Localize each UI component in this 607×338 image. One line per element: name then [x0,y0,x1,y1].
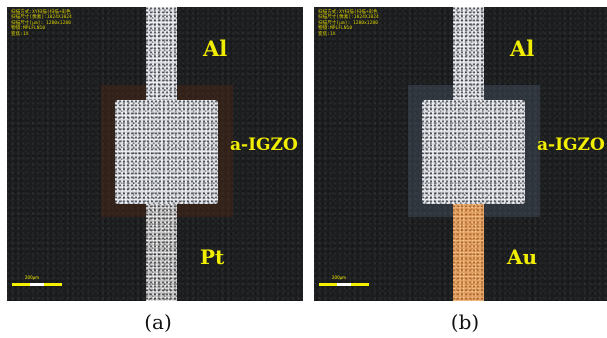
bottom-electrode-line [453,201,484,301]
microscope-metadata: 扫描方式:XY扫描(扫描+彩色 扫描尺寸[像素]:1024X1024 扫描尺寸[… [318,10,379,37]
scale-bar [12,283,62,286]
top-electrode-line [453,7,484,103]
label-bottom-electrode: Pt [200,245,225,269]
label-bottom-electrode: Au [507,245,538,269]
bottom-electrode-line [146,201,177,301]
micrograph-panel-b: 扫描方式:XY扫描(扫描+彩色 扫描尺寸[像素]:1024X1024 扫描尺寸[… [314,7,607,301]
microscope-metadata: 扫描方式:XY扫描(扫描+彩色 扫描尺寸[像素]:1024X1024 扫描尺寸[… [11,10,72,37]
scale-bar-label: 200μm [25,275,40,280]
caption-a: (a) [144,310,172,334]
electrode-pad [115,100,218,204]
scale-bar [319,283,369,286]
label-igzo: a-IGZO [537,135,605,155]
scale-bar-label: 200μm [332,275,347,280]
caption-b: (b) [450,310,480,334]
micrograph-panel-a: 扫描方式:XY扫描(扫描+彩色 扫描尺寸[像素]:1024X1024 扫描尺寸[… [7,7,303,301]
label-top-electrode: Al [510,36,535,61]
label-top-electrode: Al [203,36,228,61]
electrode-pad [422,100,525,204]
label-igzo: a-IGZO [230,135,298,155]
top-electrode-line [146,7,177,103]
